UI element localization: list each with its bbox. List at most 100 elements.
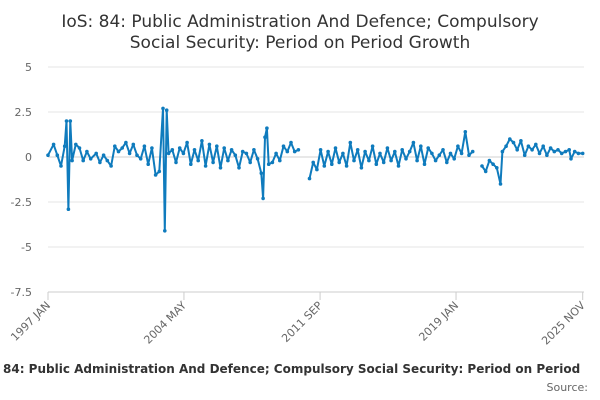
- source-label: Source:: [547, 381, 589, 394]
- data-point: [537, 151, 542, 156]
- data-point: [289, 140, 293, 145]
- data-point: [192, 148, 197, 152]
- data-point: [348, 140, 353, 145]
- data-point: [396, 164, 401, 168]
- data-point: [370, 144, 375, 148]
- data-point: [266, 162, 271, 166]
- data-point: [138, 157, 143, 161]
- data-point: [393, 149, 397, 154]
- data-point: [177, 146, 182, 150]
- data-point: [341, 151, 345, 156]
- data-point: [203, 164, 208, 168]
- data-point: [163, 229, 167, 233]
- data-point: [252, 148, 256, 152]
- gridlines: [48, 66, 584, 293]
- data-point: [352, 158, 356, 163]
- data-point: [448, 151, 453, 156]
- data-point: [285, 149, 290, 154]
- data-point: [572, 149, 577, 154]
- data-point: [381, 160, 386, 165]
- data-point: [281, 144, 286, 148]
- data-point: [135, 153, 139, 157]
- data-point: [109, 164, 113, 168]
- chart-title-line-1: IoS: 84: Public Administration And Defen…: [61, 12, 538, 32]
- data-point: [422, 162, 427, 166]
- data-point: [181, 151, 186, 156]
- data-point: [51, 142, 56, 147]
- data-point: [522, 153, 527, 157]
- data-point: [318, 148, 323, 152]
- y-tick-label: -2.5: [11, 196, 32, 209]
- data-point: [556, 148, 560, 152]
- data-point: [548, 146, 553, 150]
- data-point: [576, 151, 581, 156]
- data-point: [215, 144, 219, 148]
- data-point: [407, 149, 412, 154]
- data-point: [467, 153, 471, 157]
- y-tick-label: 5: [25, 61, 32, 74]
- data-point: [515, 148, 519, 152]
- data-point: [500, 149, 505, 154]
- y-tick-label: -7.5: [11, 286, 32, 299]
- data-point: [337, 160, 342, 165]
- y-tick-label: 2.5: [15, 106, 33, 119]
- data-point: [333, 146, 338, 150]
- data-point: [491, 162, 495, 166]
- data-point: [526, 144, 531, 148]
- data-point: [278, 158, 282, 163]
- data-point: [248, 160, 252, 165]
- data-point: [265, 126, 269, 130]
- data-point: [55, 153, 60, 157]
- data-point: [218, 166, 223, 170]
- data-point: [153, 173, 158, 177]
- data-point: [66, 207, 71, 211]
- data-point: [441, 148, 445, 152]
- data-point: [244, 151, 249, 156]
- y-axis-ticks: 5 2.5 0 -2.5 -5 -7.5: [11, 61, 32, 299]
- data-point: [233, 153, 238, 157]
- chart-title-line-2: Social Security: Period on Period Growth: [130, 33, 470, 53]
- data-point: [519, 139, 523, 143]
- data-point: [237, 166, 241, 170]
- data-point: [222, 146, 226, 150]
- data-point: [470, 149, 475, 154]
- data-point: [59, 164, 63, 168]
- data-point: [164, 108, 169, 112]
- data-point: [344, 164, 349, 168]
- data-point: [511, 140, 516, 145]
- data-point: [504, 144, 508, 148]
- data-point: [296, 148, 301, 152]
- data-point: [567, 148, 571, 152]
- data-point: [508, 137, 512, 141]
- data-point: [400, 148, 405, 152]
- data-point: [113, 144, 117, 148]
- x-tick-label: 2004 MAY: [141, 299, 189, 347]
- data-point: [378, 151, 382, 156]
- data-point: [200, 139, 204, 143]
- data-point: [437, 153, 442, 157]
- data-point: [94, 151, 98, 156]
- data-point: [127, 151, 132, 156]
- chart-caption: 84: Public Administration And Defence; C…: [3, 362, 580, 376]
- data-point: [459, 151, 464, 156]
- data-point: [196, 158, 200, 163]
- data-point: [74, 142, 78, 147]
- data-point: [131, 142, 136, 147]
- data-point: [480, 164, 484, 168]
- data-point: [274, 151, 278, 156]
- data-point: [326, 149, 330, 154]
- data-point: [85, 149, 89, 154]
- data-point: [174, 160, 178, 165]
- data-point: [367, 158, 371, 163]
- data-point: [62, 144, 67, 148]
- series-line-2: [481, 138, 583, 185]
- series-group: [46, 106, 585, 233]
- data-point: [98, 160, 102, 165]
- data-point: [185, 140, 189, 145]
- data-point: [101, 153, 106, 157]
- x-tick-label: 1997 JAN: [8, 299, 53, 344]
- data-point: [46, 153, 50, 157]
- data-point: [415, 158, 419, 163]
- data-point: [330, 162, 334, 166]
- data-point: [146, 162, 150, 166]
